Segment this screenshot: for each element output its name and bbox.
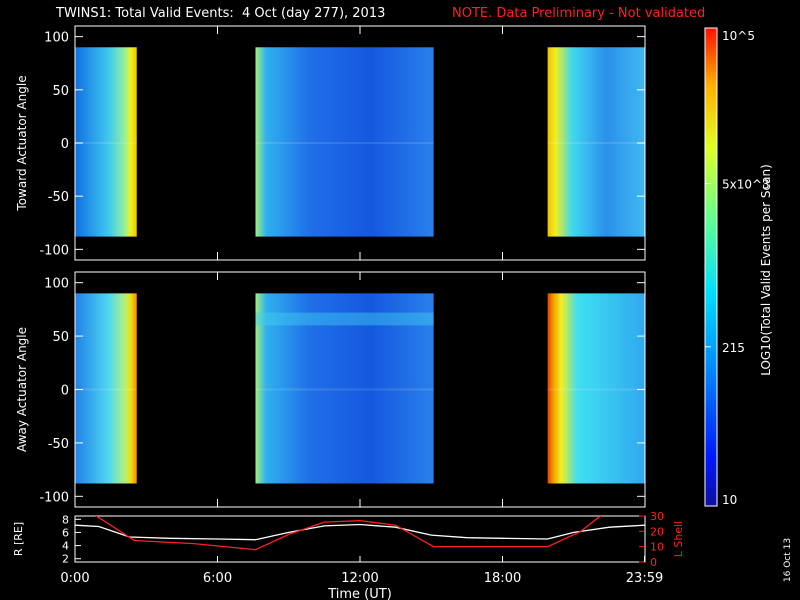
data-block: [547, 293, 645, 484]
x-axis-label: Time (UT): [327, 587, 392, 600]
data-notice: NOTE. Data Preliminary - Not validated: [452, 6, 706, 21]
data-block: [255, 293, 434, 484]
y-tick-label: 6: [62, 526, 69, 539]
colorbar: [704, 27, 718, 507]
y-tick-label: 50: [52, 330, 69, 345]
heatmap-panel-toward: 100 50 0 -50 -100 Toward Actuator Angle: [15, 25, 646, 261]
colorbar-label: LOG10(Total Valid Events per Scan): [759, 164, 773, 376]
right-y-tick-label: 0: [650, 556, 657, 569]
y-tick-label: 0: [61, 384, 69, 399]
figure-title: TWINS1: Total Valid Events: 4 Oct (day 2…: [56, 6, 386, 21]
data-block: [547, 47, 645, 237]
y-tick-label: 2: [62, 553, 69, 566]
left-axis-label: R [RE]: [12, 522, 25, 556]
right-axis-label: L Shell: [672, 521, 685, 557]
y-tick-label: 8: [62, 513, 69, 526]
y-tick-label: 100: [44, 31, 69, 46]
enhanced-band: [255, 312, 434, 326]
y-tick-label: -50: [48, 437, 69, 452]
right-y-tick-label: 30: [650, 510, 664, 523]
y-tick-label: 0: [61, 137, 69, 152]
data-block: [255, 47, 434, 237]
colorbar-tick-label: 10^5: [722, 29, 755, 43]
radius-series-line: [75, 523, 645, 541]
y-tick-label: 100: [44, 277, 69, 292]
right-y-tick-label: 10: [650, 541, 664, 554]
date-stamp: 16 Oct 13: [783, 538, 793, 582]
y-tick-label: -100: [39, 490, 69, 505]
y-axis-label: Toward Actuator Angle: [15, 75, 29, 211]
x-tick-label: 12:00: [341, 571, 378, 586]
colorbar-tick-label: 215: [722, 341, 745, 355]
l-shell-series-line: [95, 516, 602, 551]
y-tick-label: -100: [39, 243, 69, 258]
y-tick-label: -50: [48, 190, 69, 205]
x-tick-label: 23:59: [626, 571, 663, 586]
panel-frame: [74, 515, 646, 563]
heatmap-panel-away: 100 50 0 -50 -100 Away Actuator Angle: [15, 271, 646, 508]
y-axis-label: Away Actuator Angle: [15, 327, 29, 452]
colorbar-ticks: 10 215 5x10^3 10^5: [705, 27, 770, 507]
x-tick-label: 6:00: [203, 571, 232, 586]
data-block: [75, 47, 137, 237]
colorbar-tick-label: 10: [722, 493, 737, 507]
x-tick-label: 0:00: [60, 571, 89, 586]
right-y-tick-label: 20: [650, 525, 664, 538]
y-tick-label: 4: [62, 540, 69, 553]
colorbar-tick-label: 5x10^3: [722, 177, 770, 191]
data-block: [75, 293, 137, 484]
x-tick-label: 18:00: [484, 571, 521, 586]
y-tick-label: 50: [52, 84, 69, 99]
